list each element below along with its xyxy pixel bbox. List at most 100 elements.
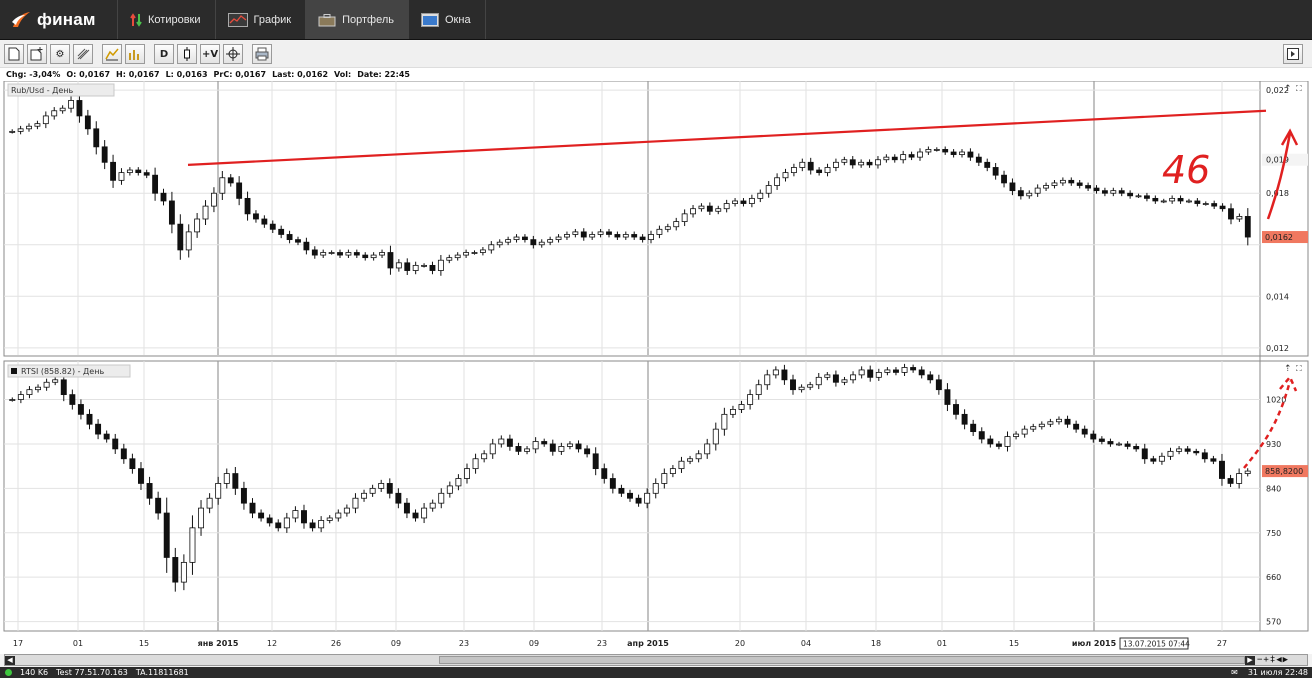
candle	[361, 489, 368, 502]
rub-usd-title[interactable]: Rub/Usd - День	[7, 83, 115, 97]
tab-windows[interactable]: Окна	[409, 0, 486, 39]
candle	[76, 93, 83, 123]
candle	[506, 434, 513, 451]
candle	[446, 254, 453, 264]
candle	[1116, 441, 1122, 447]
candle-icon	[184, 47, 190, 61]
candle	[732, 198, 738, 207]
brand-name: финам	[37, 9, 96, 29]
candle	[206, 493, 213, 514]
candle	[1085, 182, 1092, 191]
candle	[781, 364, 788, 385]
panel-pin-icon-2[interactable]: ⇡	[1284, 364, 1292, 374]
last-price-tag	[1262, 465, 1308, 478]
candle	[370, 252, 377, 261]
draw-tools-button[interactable]	[73, 44, 93, 64]
print-button[interactable]	[252, 44, 272, 64]
candle	[530, 235, 537, 249]
horizontal-scrollbar[interactable]: ◀ ▶ −+‡◀▶	[4, 654, 1308, 666]
indicator-button[interactable]	[102, 44, 122, 64]
crosshair-date-box	[1119, 637, 1189, 650]
x-tick-label: 01	[937, 639, 947, 648]
add-instrument-button[interactable]	[27, 44, 47, 64]
candle	[292, 506, 299, 523]
candle	[505, 236, 512, 246]
candle	[849, 156, 856, 169]
candle	[328, 250, 335, 255]
candle	[953, 399, 959, 420]
handwritten-annotation: 46	[1162, 128, 1299, 469]
candle	[335, 509, 342, 522]
candle	[1150, 455, 1157, 465]
candle	[412, 509, 419, 522]
volume-bars-button[interactable]	[125, 44, 145, 64]
connection-status-icon	[5, 669, 12, 676]
scroll-end-icon[interactable]: ▶	[1245, 656, 1255, 665]
side-panel-button[interactable]	[1283, 44, 1303, 64]
mail-icon[interactable]: ✉	[1231, 668, 1238, 677]
candle	[9, 129, 16, 134]
x-tick-label: 12	[267, 639, 277, 648]
candle	[1034, 184, 1041, 197]
chart-area[interactable]: 0,012 0,014 0,018 0,022 0,0162 0,019 570 660 750…	[0, 81, 1312, 654]
candle	[987, 435, 994, 448]
tab-portfolio-label: Портфель	[342, 13, 394, 26]
candle	[824, 163, 831, 177]
candle	[648, 230, 654, 244]
candle	[883, 154, 890, 163]
rub-usd-panel[interactable]	[3, 81, 1309, 357]
zoom-controls-icon[interactable]: −+‡◀▶	[1257, 655, 1290, 665]
candle	[824, 372, 831, 381]
candle	[1051, 180, 1058, 189]
rtsi-title[interactable]: RTSI (858.82) - День	[7, 364, 131, 378]
period-button[interactable]: D	[154, 44, 174, 64]
candle	[244, 191, 251, 221]
new-chart-button[interactable]	[4, 44, 24, 64]
scroll-left-icon[interactable]: ◀	[5, 656, 15, 665]
candle	[1030, 423, 1037, 433]
candle	[311, 246, 318, 259]
candle	[112, 433, 119, 454]
candle	[799, 158, 806, 172]
candle	[908, 151, 915, 161]
panel-maximize-icon[interactable]: ⛶	[1295, 84, 1302, 93]
crosshair-button[interactable]	[223, 44, 243, 64]
candle	[815, 373, 822, 390]
candle	[163, 497, 170, 573]
candle	[970, 419, 977, 436]
candle	[538, 239, 545, 248]
status-server: Test 77.51.70.163	[56, 668, 128, 677]
candle-type-button[interactable]	[177, 44, 197, 64]
candle	[215, 476, 222, 505]
candle	[152, 167, 159, 201]
candle	[60, 373, 67, 402]
candle	[833, 158, 839, 172]
panel-pin-icon[interactable]: ⇡	[1284, 84, 1292, 94]
settings-button[interactable]: ⚙	[50, 44, 70, 64]
info-last: Last: 0,0162	[272, 70, 329, 79]
tab-quotes[interactable]: Котировки	[118, 0, 216, 39]
candle	[738, 400, 745, 414]
chart-toolbar: ⚙ D +V	[0, 41, 1312, 67]
candle	[790, 374, 796, 395]
portfolio-icon	[318, 13, 336, 26]
candle	[278, 225, 285, 239]
add-volume-button[interactable]: +V	[200, 44, 220, 64]
arrow-up-icon	[1266, 128, 1299, 220]
status-right: ✉ 31 июля 22:48	[1231, 667, 1308, 678]
candle	[303, 237, 310, 255]
candle	[429, 261, 436, 275]
candle	[681, 209, 688, 227]
panel-maximize-icon-2[interactable]: ⛶	[1295, 364, 1302, 373]
y-tick-label: 570	[1266, 618, 1281, 627]
candle	[564, 231, 570, 240]
candle	[558, 442, 565, 455]
candle	[395, 488, 402, 509]
candle	[337, 249, 343, 258]
tab-chart[interactable]: График	[216, 0, 307, 39]
scroll-thumb[interactable]	[439, 656, 1245, 664]
candle	[93, 121, 100, 155]
candle	[472, 453, 479, 474]
tab-portfolio[interactable]: Портфель	[306, 0, 409, 39]
candle	[1101, 187, 1108, 197]
